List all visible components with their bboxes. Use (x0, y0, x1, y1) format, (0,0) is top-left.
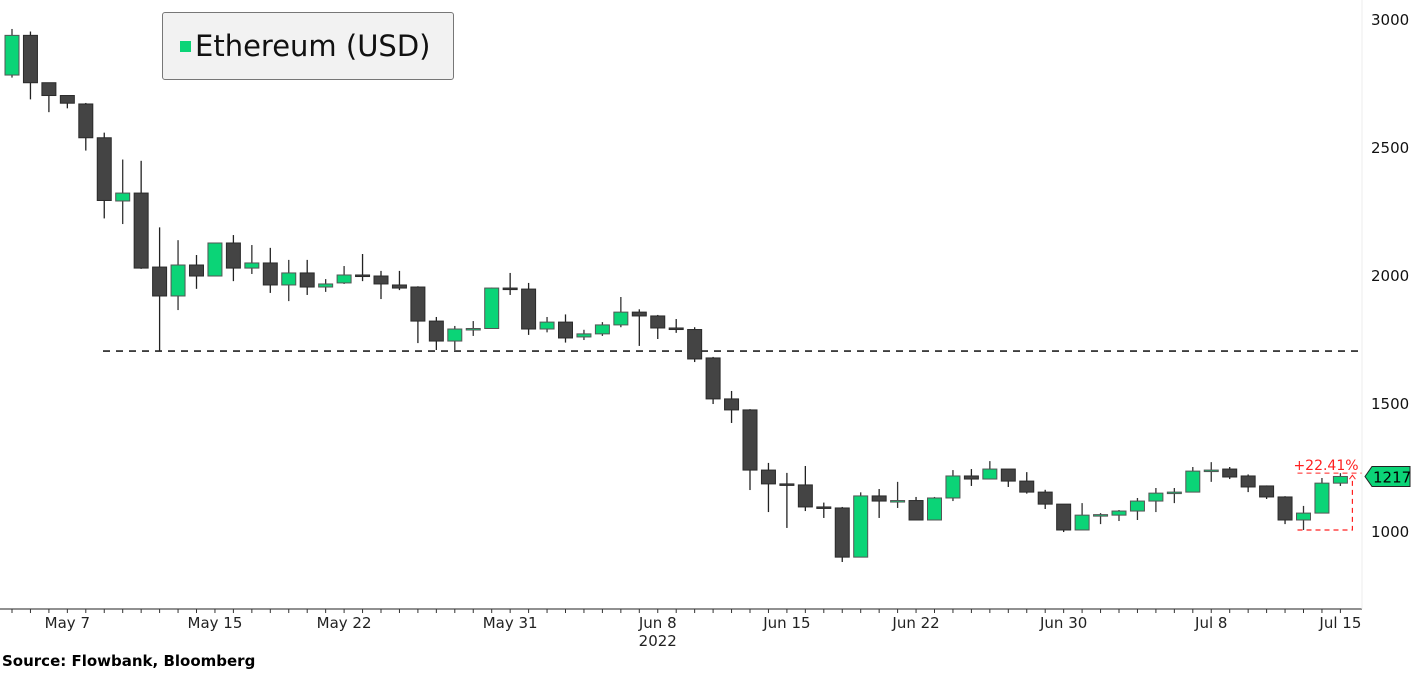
legend: Ethereum (USD) (162, 12, 454, 80)
y-tick-label: 3000 (1371, 11, 1409, 29)
candle-down (760, 469, 776, 485)
candle-down (908, 500, 924, 521)
annotation-range-line (1297, 479, 1353, 531)
candle-down (742, 409, 758, 471)
candle-up (1296, 512, 1311, 521)
candle-up (927, 497, 942, 521)
candle-down (1277, 496, 1293, 521)
candle-down (816, 506, 832, 509)
last-price-label: 1217 (1373, 468, 1411, 486)
candle-down (871, 495, 887, 502)
candle-down (391, 284, 407, 289)
x-tick-label: May 22 (317, 614, 372, 632)
candle-down (22, 34, 38, 84)
candle-up (853, 495, 869, 558)
candle-down (373, 275, 389, 285)
y-tick-label: 1000 (1371, 523, 1409, 541)
candle-up (539, 321, 555, 330)
candle-up (613, 311, 629, 326)
candle-up (1111, 510, 1127, 516)
candle-up (576, 333, 592, 338)
candle-up (1148, 492, 1164, 502)
candle-down (1037, 491, 1053, 505)
candle-down (225, 242, 241, 269)
candle-up (1166, 491, 1182, 495)
candle-down (262, 262, 278, 286)
candle-up (890, 500, 906, 503)
candle-down (428, 320, 444, 342)
candle-up (115, 192, 131, 202)
year-label: 2022 (639, 632, 677, 650)
candle-up (594, 324, 610, 335)
candle-up (945, 475, 961, 499)
candle-up (318, 283, 334, 288)
legend-swatch-icon (180, 40, 191, 52)
legend-label: Ethereum (USD) (195, 29, 431, 63)
last-price-tag (1364, 465, 1411, 487)
candle-down (78, 103, 94, 139)
candle-down (797, 484, 813, 508)
candle-down (96, 137, 112, 201)
candle-down (834, 507, 850, 558)
x-tick-label: Jun 8 (638, 614, 677, 632)
candle-down (668, 327, 684, 331)
candle-up (244, 262, 260, 269)
x-tick-label: Jul 8 (1194, 614, 1227, 632)
candle-down (133, 192, 149, 269)
candle-down (631, 311, 647, 317)
candle-down (1240, 475, 1256, 488)
candle-up (336, 274, 352, 284)
source-note: Source: Flowbank, Bloomberg (2, 652, 256, 670)
candle-down (521, 288, 537, 330)
x-tick-label: Jul 15 (1318, 614, 1361, 632)
candle-up (1074, 514, 1090, 531)
y-tick-label: 2500 (1371, 139, 1409, 157)
candle-up (484, 287, 500, 329)
candle-up (982, 468, 998, 480)
candle-down (779, 483, 795, 486)
candle-up (281, 272, 297, 286)
x-tick-label: Jun 15 (762, 614, 810, 632)
candle-down (1000, 468, 1016, 482)
candle-down (558, 321, 573, 339)
candle-up (1093, 514, 1109, 517)
candle-up (465, 327, 481, 331)
x-tick-label: Jun 22 (891, 614, 939, 632)
candle-up (170, 264, 186, 297)
annotation-label: +22.41% (1293, 458, 1358, 474)
candle-down (1019, 480, 1035, 493)
x-tick-label: May 7 (45, 614, 90, 632)
candle-down (189, 264, 204, 277)
candle-down (355, 274, 371, 278)
candle-down (705, 357, 721, 400)
candle-down (724, 398, 740, 411)
y-tick-label: 2000 (1371, 267, 1409, 285)
x-tick-label: May 15 (188, 614, 243, 632)
candle-down (299, 272, 315, 288)
y-tick-label: 1500 (1371, 395, 1409, 413)
candle-down (152, 266, 168, 297)
annotation-arrow-icon (1349, 474, 1356, 480)
candle-down (502, 287, 518, 291)
candle-down (41, 82, 57, 97)
candle-down (1222, 468, 1238, 478)
candle-down (1056, 503, 1072, 531)
candle-down (650, 315, 666, 329)
candle-down (410, 286, 426, 322)
x-tick-label: Jun 30 (1039, 614, 1087, 632)
x-tick-label: May 31 (483, 614, 538, 632)
candle-down (963, 475, 979, 480)
candle-up (1129, 500, 1145, 512)
candle-up (1332, 475, 1348, 484)
candle-down (1259, 485, 1275, 498)
candle-down (59, 95, 75, 104)
candle-up (1203, 469, 1219, 473)
candle-up (447, 328, 463, 342)
candle-up (4, 34, 20, 76)
candle-down (687, 329, 703, 360)
candle-up (207, 242, 223, 277)
candle-up (1185, 470, 1201, 493)
candle-up (1314, 482, 1330, 514)
